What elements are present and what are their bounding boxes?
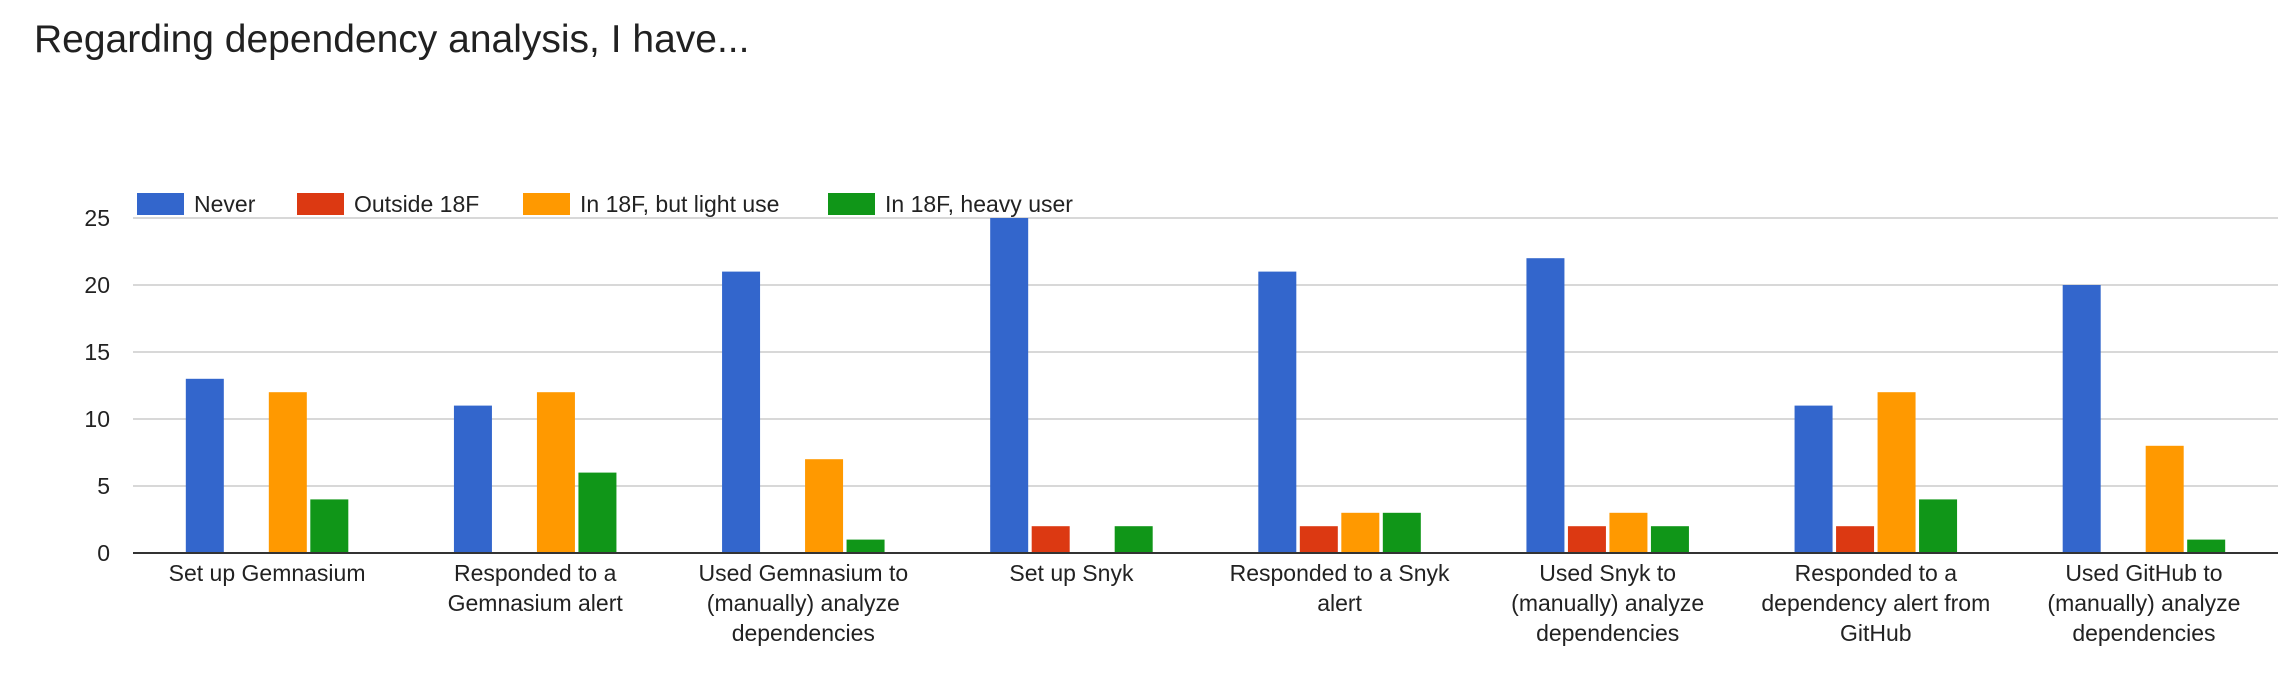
bar [1609, 512, 1648, 553]
legend-swatch [137, 193, 184, 215]
y-tick-label: 10 [84, 406, 110, 432]
bar [1836, 526, 1875, 553]
bar [1114, 526, 1153, 553]
x-tick-label: dependency alert from [1761, 590, 1990, 616]
legend-label: Outside 18F [354, 191, 479, 217]
y-tick-label: 20 [84, 272, 110, 298]
bar [1382, 512, 1421, 553]
x-tick-label: Set up Gemnasium [169, 560, 366, 586]
bar [1341, 512, 1380, 553]
x-tick-label: GitHub [1840, 620, 1912, 646]
x-tick-label: dependencies [2072, 620, 2215, 646]
y-tick-label: 25 [84, 205, 110, 231]
bar [185, 378, 224, 553]
bar [722, 271, 761, 553]
x-tick-label: Responded to a [1795, 560, 1958, 586]
bar [2145, 445, 2184, 553]
bar [1919, 499, 1958, 553]
legend-label: In 18F, but light use [580, 191, 779, 217]
y-tick-label: 0 [97, 540, 110, 566]
x-tick-label: Responded to a [454, 560, 617, 586]
y-tick-label: 15 [84, 339, 110, 365]
legend-label: Never [194, 191, 256, 217]
x-tick-label: (manually) analyze [1511, 590, 1704, 616]
chart-title: Regarding dependency analysis, I have... [34, 18, 750, 61]
x-tick-label: dependencies [1536, 620, 1679, 646]
x-tick-label: dependencies [732, 620, 875, 646]
x-tick-label: Set up Snyk [1009, 560, 1134, 586]
legend-swatch [523, 193, 570, 215]
bar [1258, 271, 1297, 553]
bar [1526, 258, 1565, 553]
bar [1650, 526, 1689, 553]
bar [578, 472, 617, 553]
bar [990, 218, 1029, 553]
y-tick-label: 5 [97, 473, 110, 499]
x-tick-label: (manually) analyze [707, 590, 900, 616]
x-tick-label: Responded to a Snyk [1230, 560, 1450, 586]
bar [1031, 526, 1070, 553]
x-tick-label: (manually) analyze [2047, 590, 2240, 616]
bar [2062, 285, 2101, 553]
bar [1877, 392, 1916, 553]
legend-swatch [828, 193, 875, 215]
bar [846, 539, 885, 553]
bar [310, 499, 349, 553]
bar [1299, 526, 1338, 553]
x-tick-label: Used Gemnasium to [698, 560, 908, 586]
legend-label: In 18F, heavy user [885, 191, 1073, 217]
x-tick-label: Used Snyk to [1539, 560, 1676, 586]
x-tick-label: Used GitHub to [2065, 560, 2222, 586]
bar [805, 459, 844, 553]
bar [2187, 539, 2226, 553]
legend-swatch [297, 193, 344, 215]
bar [1794, 405, 1833, 553]
bar [268, 392, 307, 553]
bar [453, 405, 492, 553]
bar [1567, 526, 1606, 553]
x-tick-label: alert [1317, 590, 1362, 616]
bar [536, 392, 575, 553]
x-tick-label: Gemnasium alert [448, 590, 624, 616]
